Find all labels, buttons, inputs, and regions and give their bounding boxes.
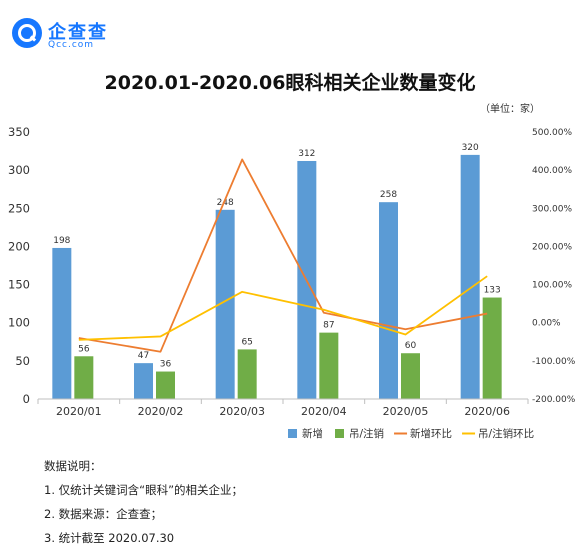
right-tick-label: 300.00% [532,204,572,214]
legend-label: 吊/注销 [349,427,384,440]
bar [134,363,153,399]
legend: 新增 吊/注销 新增环比 吊/注销环比 [288,427,534,440]
legend-label: 新增 [302,427,323,440]
legend-swatch [335,429,344,438]
left-tick-label: 100 [8,316,30,330]
left-tick-label: 250 [8,201,30,215]
bars: 198 47 248 312 258 320 56 36 65 87 60 133 [52,143,502,399]
legend-label: 新增环比 [410,427,452,440]
x-tick-label: 2020/06 [464,405,510,418]
x-tick-label: 2020/02 [138,405,184,418]
magnifier-icon [12,18,42,48]
combo-chart: 0 50 100 150 200 250 300 350 -200.00% -100.00% 0.… [8,125,576,440]
data-notes: 数据说明： 1. 仅统计关键词含“眼科”的相关企业； 2. 数据来源：企查查； … [44,454,243,550]
left-tick-label: 300 [8,163,30,177]
brand-site: Qcc.com [48,40,95,50]
right-tick-label: 100.00% [532,281,572,291]
unit-note: （单位：家） [480,104,540,115]
data-label: 56 [78,344,90,354]
data-label: 133 [484,286,501,296]
x-tick-label: 2020/03 [219,405,265,418]
data-label: 36 [160,360,172,370]
left-tick-label: 350 [8,125,30,139]
series-line [78,158,488,353]
right-tick-label: 0.00% [532,319,561,329]
legend-label: 吊/注销环比 [478,427,534,440]
left-tick-label: 50 [15,354,30,368]
x-tick-label: 2020/05 [383,405,429,418]
data-label: 312 [298,149,315,159]
right-tick-label: 500.00% [532,128,572,138]
right-tick-label: -200.00% [532,395,576,405]
left-axis: 0 50 100 150 200 250 300 350 [8,125,30,406]
data-label: 87 [323,321,334,331]
bar [482,297,502,399]
bar [52,247,72,399]
left-tick-label: 150 [8,278,30,292]
right-axis: -200.00% -100.00% 0.00% 100.00% 200.00% 300.0… [532,128,576,405]
data-label: 320 [462,143,479,153]
bar [215,209,235,399]
legend-swatch [288,429,297,438]
left-tick-label: 200 [8,239,30,253]
bar [319,332,339,399]
data-label: 47 [138,351,149,361]
note-item: 3. 统计截至 2020.07.30 [44,531,175,545]
bar [237,349,257,399]
note-item: 2. 数据来源：企查查； [44,507,163,521]
bar [74,356,94,399]
brand-logo: 企查查 Qcc.com [12,18,172,52]
x-tick-label: 2020/01 [56,405,102,418]
note-item: 1. 仅统计关键词含“眼科”的相关企业； [44,483,244,497]
notes-heading: 数据说明： [44,459,102,473]
data-label: 60 [405,341,417,351]
right-tick-label: 200.00% [532,242,572,252]
brand-name: 企查查 [48,22,108,43]
bar [401,353,420,399]
left-tick-label: 0 [23,392,30,406]
x-axis: 2020/01 2020/02 2020/03 2020/04 2020/05 2020/… [37,398,529,418]
data-label: 258 [380,190,397,200]
chart-title: 2020.01-2020.06眼科相关企业数量变化 [104,72,476,94]
data-label: 198 [53,236,70,246]
right-tick-label: -100.00% [532,357,576,367]
bar [156,371,175,399]
data-label: 65 [241,337,252,347]
bar [379,202,398,399]
bar [460,154,480,399]
x-tick-label: 2020/04 [301,405,347,418]
lines [78,158,488,353]
series-line [78,275,488,341]
right-tick-label: 400.00% [532,166,572,176]
data-label: 248 [217,198,234,208]
